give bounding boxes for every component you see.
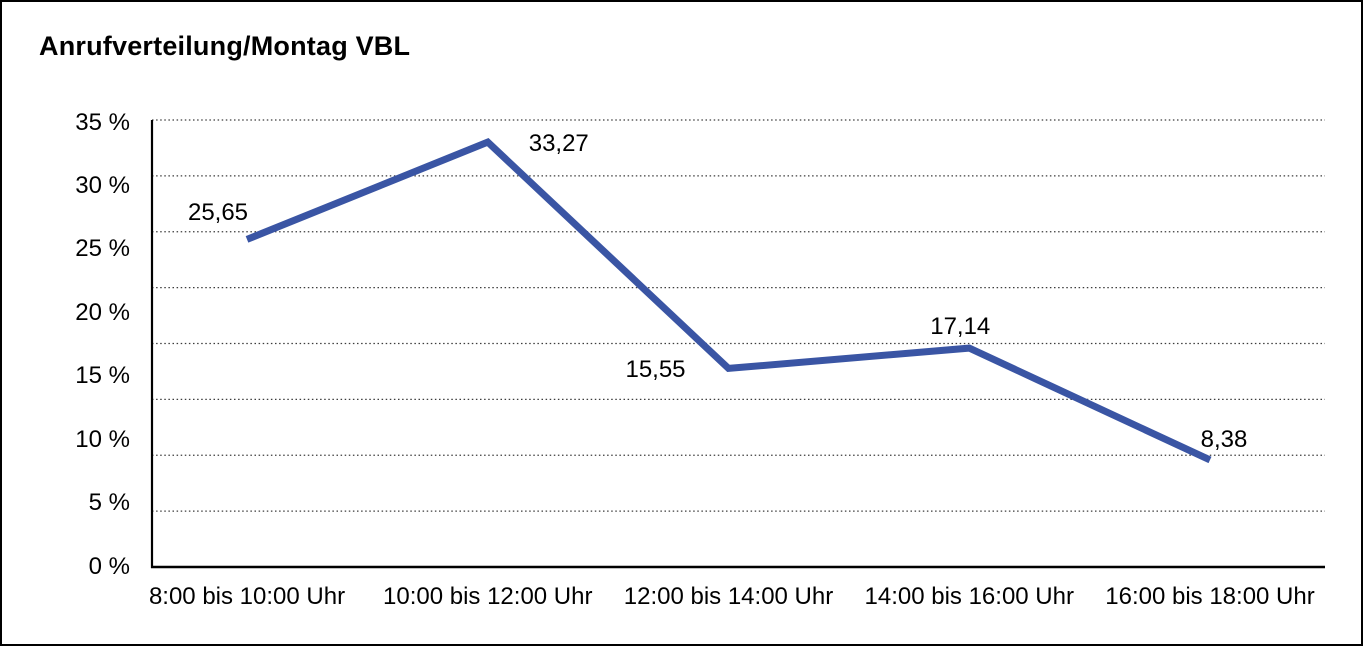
y-axis-tick-label: 5 % bbox=[88, 489, 130, 517]
data-point-value-label: 17,14 bbox=[930, 313, 991, 341]
x-axis-category-label: 16:00 bis 18:00 Uhr bbox=[1105, 583, 1315, 610]
x-axis-category-label: 14:00 bis 16:00 Uhr bbox=[864, 583, 1074, 610]
y-axis-tick-label: 15 % bbox=[75, 362, 130, 390]
data-point-value-label: 33,27 bbox=[528, 130, 589, 158]
y-axis-tick-label: 20 % bbox=[75, 298, 130, 326]
chart-title: Anrufverteilung/Montag VBL bbox=[39, 31, 411, 61]
y-axis-tick-label: 10 % bbox=[75, 425, 130, 453]
y-axis-tick-label: 30 % bbox=[75, 171, 130, 199]
data-point-value-label: 8,38 bbox=[1200, 425, 1248, 453]
data-line bbox=[245, 138, 1212, 464]
x-axis-category-label: 12:00 bis 14:00 Uhr bbox=[623, 583, 834, 610]
y-axis-tick-label: 35 % bbox=[75, 108, 130, 136]
y-axis-tick-label: 25 % bbox=[75, 235, 130, 263]
y-axis-tick-label: 0 % bbox=[88, 552, 130, 580]
x-axis-category-label: 8:00 bis 10:00 Uhr bbox=[148, 583, 346, 610]
data-point-value-label: 25,65 bbox=[187, 199, 249, 227]
x-axis-category-label: 10:00 bis 12:00 Uhr bbox=[383, 583, 593, 610]
data-point-value-label: 15,55 bbox=[625, 356, 686, 384]
